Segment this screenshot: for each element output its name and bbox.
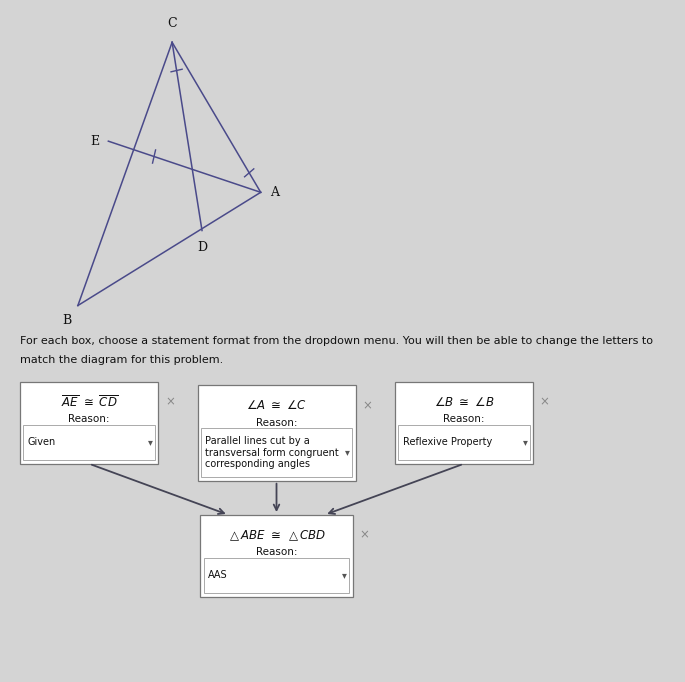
Text: $\triangle ABE$ $\cong$ $\triangle CBD$: $\triangle ABE$ $\cong$ $\triangle CBD$ <box>227 528 326 543</box>
FancyBboxPatch shape <box>201 428 352 477</box>
Text: ▾: ▾ <box>345 447 350 458</box>
Text: $\angle B$ $\cong$ $\angle B$: $\angle B$ $\cong$ $\angle B$ <box>434 396 494 409</box>
Text: ×: × <box>360 529 369 542</box>
Text: Parallel lines cut by a
transversal form congruent
corresponding angles: Parallel lines cut by a transversal form… <box>206 436 339 469</box>
FancyBboxPatch shape <box>197 385 356 481</box>
Text: E: E <box>90 134 99 148</box>
Text: Reason:: Reason: <box>256 548 297 557</box>
Text: ×: × <box>362 399 372 413</box>
Text: AAS: AAS <box>208 570 228 580</box>
Text: A: A <box>270 186 279 199</box>
Text: ×: × <box>165 396 175 409</box>
FancyBboxPatch shape <box>200 515 353 597</box>
Text: $\overline{AE}$ $\cong$ $\overline{CD}$: $\overline{AE}$ $\cong$ $\overline{CD}$ <box>60 394 118 411</box>
Text: C: C <box>167 17 177 30</box>
Text: match the diagram for this problem.: match the diagram for this problem. <box>20 355 223 365</box>
Text: Reason:: Reason: <box>256 418 297 428</box>
Text: Given: Given <box>28 437 56 447</box>
Text: D: D <box>197 241 207 254</box>
Text: For each box, choose a statement format from the dropdown menu. You will then be: For each box, choose a statement format … <box>20 336 653 346</box>
Text: Reason:: Reason: <box>68 415 110 424</box>
FancyBboxPatch shape <box>398 425 530 460</box>
Text: Reason:: Reason: <box>443 415 484 424</box>
Text: B: B <box>62 314 71 327</box>
Text: ▾: ▾ <box>148 437 153 447</box>
FancyBboxPatch shape <box>23 425 155 460</box>
Text: ×: × <box>540 396 549 409</box>
FancyBboxPatch shape <box>20 382 158 464</box>
Text: ▾: ▾ <box>523 437 527 447</box>
Text: $\angle A$ $\cong$ $\angle C$: $\angle A$ $\cong$ $\angle C$ <box>246 399 307 413</box>
Text: Reflexive Property: Reflexive Property <box>403 437 492 447</box>
Text: ▾: ▾ <box>342 570 347 580</box>
FancyBboxPatch shape <box>203 558 349 593</box>
FancyBboxPatch shape <box>395 382 533 464</box>
